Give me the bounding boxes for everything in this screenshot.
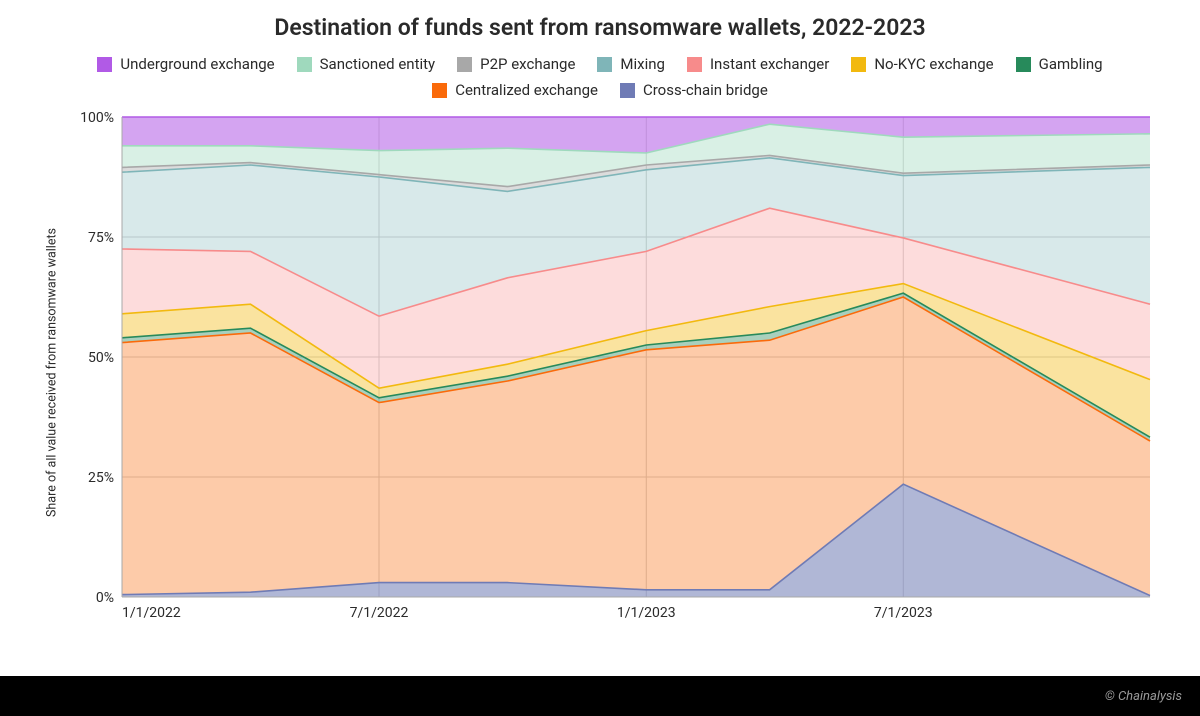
- legend-item: Centralized exchange: [432, 81, 598, 99]
- legend-label: Sanctioned entity: [320, 55, 436, 73]
- legend-label: Instant exchanger: [710, 55, 829, 73]
- legend-label: P2P exchange: [480, 55, 575, 73]
- legend-item: Gambling: [1016, 55, 1103, 73]
- plot-area: Share of all value received from ransomw…: [70, 105, 1160, 625]
- legend-label: No-KYC exchange: [874, 55, 993, 73]
- legend-label: Mixing: [620, 55, 665, 73]
- legend-item: Instant exchanger: [687, 55, 829, 73]
- copyright: © Chainalysis: [1105, 689, 1182, 704]
- legend-swatch: [620, 83, 635, 98]
- legend-label: Centralized exchange: [455, 81, 598, 99]
- stacked-area-chart: 0% 25% 50% 75% 100% 1/1/2022 7/1/2022 1/1/2023 7…: [70, 105, 1160, 625]
- legend-label: Cross-chain bridge: [643, 81, 768, 99]
- legend-swatch: [97, 57, 112, 72]
- legend-label: Gambling: [1039, 55, 1103, 73]
- legend-label: Underground exchange: [120, 55, 274, 73]
- legend-item: Sanctioned entity: [297, 55, 436, 73]
- legend-swatch: [597, 57, 612, 72]
- chart-container: Destination of funds sent from ransomwar…: [0, 0, 1200, 676]
- svg-text:0%: 0%: [96, 590, 114, 606]
- svg-text:100%: 100%: [80, 110, 114, 126]
- y-axis-label: Share of all value received from ransomw…: [45, 228, 60, 517]
- legend-item: Cross-chain bridge: [620, 81, 768, 99]
- legend-item: No-KYC exchange: [851, 55, 993, 73]
- legend-item: Mixing: [597, 55, 665, 73]
- legend-item: Underground exchange: [97, 55, 274, 73]
- legend-swatch: [457, 57, 472, 72]
- svg-text:50%: 50%: [88, 350, 114, 366]
- svg-text:75%: 75%: [88, 230, 114, 246]
- legend-item: P2P exchange: [457, 55, 575, 73]
- svg-text:25%: 25%: [88, 470, 114, 486]
- chart-title: Destination of funds sent from ransomwar…: [40, 14, 1160, 41]
- legend-swatch: [851, 57, 866, 72]
- svg-text:1/1/2023: 1/1/2023: [617, 605, 676, 621]
- legend-swatch: [432, 83, 447, 98]
- legend-swatch: [687, 57, 702, 72]
- legend-swatch: [297, 57, 312, 72]
- svg-text:7/1/2022: 7/1/2022: [350, 605, 409, 621]
- svg-text:1/1/2022: 1/1/2022: [122, 605, 181, 621]
- legend: Underground exchange Sanctioned entity P2P…: [40, 55, 1160, 99]
- svg-text:7/1/2023: 7/1/2023: [874, 605, 933, 621]
- footer-bar: © Chainalysis: [0, 676, 1200, 716]
- legend-swatch: [1016, 57, 1031, 72]
